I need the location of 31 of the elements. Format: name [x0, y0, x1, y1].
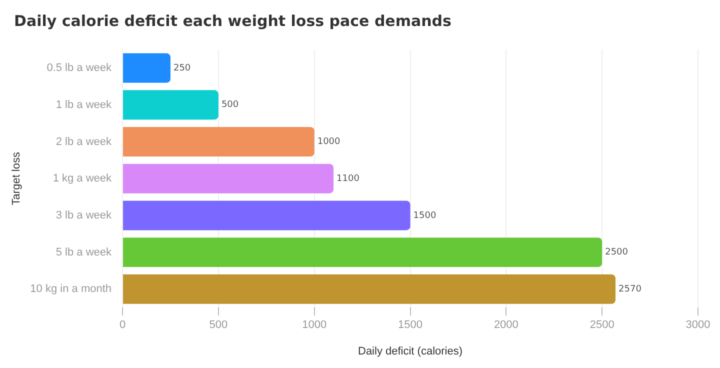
bar [123, 53, 170, 83]
bar [123, 274, 616, 304]
bar [123, 200, 410, 230]
y-tick-label: 5 lb a week [56, 246, 112, 258]
x-axis-title: Daily deficit (calories) [358, 345, 463, 358]
data-label: 1000 [317, 137, 341, 148]
data-label: 2570 [618, 284, 642, 295]
y-tick-label: 10 kg in a month [30, 283, 112, 296]
x-tick-label: 3000 [686, 319, 710, 332]
x-tick-label: 2000 [494, 319, 518, 332]
y-tick-label: 1 kg a week [52, 172, 112, 185]
x-tick-label: 1500 [398, 319, 423, 332]
y-tick-label: 2 lb a week [56, 136, 112, 148]
bar [123, 238, 602, 268]
data-label: 1100 [336, 174, 360, 184]
data-label: 500 [221, 100, 239, 110]
data-label: 250 [173, 63, 191, 74]
chart-title: Daily calorie deficit each weight loss pace demands [14, 12, 452, 30]
bar [123, 127, 314, 156]
y-tick-label: 3 lb a week [56, 209, 112, 222]
x-tick-label: 0 [119, 319, 126, 332]
x-tick-label: 1000 [302, 319, 327, 332]
y-tick-label: 0.5 lb a week [46, 62, 112, 74]
x-tick-label: 500 [209, 319, 228, 332]
bar [123, 164, 334, 194]
y-axis-title: Target loss [10, 152, 23, 206]
x-tick-label: 2500 [590, 319, 614, 332]
data-label: 2500 [605, 248, 628, 258]
bar [123, 90, 218, 120]
y-tick-label: 1 lb a week [56, 98, 112, 111]
data-label: 1500 [413, 210, 436, 221]
